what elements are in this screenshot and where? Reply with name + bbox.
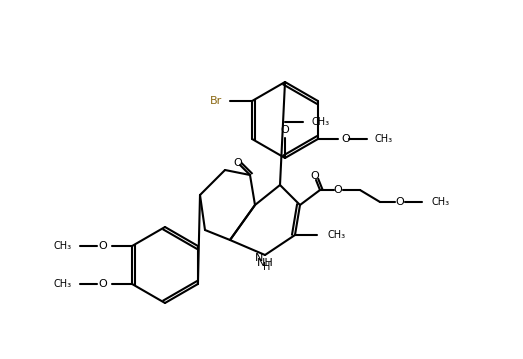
Text: CH₃: CH₃ bbox=[54, 241, 72, 251]
Text: O: O bbox=[281, 125, 289, 135]
Text: CH₃: CH₃ bbox=[54, 279, 72, 289]
Text: O: O bbox=[234, 158, 242, 168]
Text: CH₃: CH₃ bbox=[311, 117, 329, 127]
Text: CH₃: CH₃ bbox=[375, 134, 393, 144]
Text: O: O bbox=[311, 171, 320, 181]
Text: O: O bbox=[98, 241, 107, 251]
Text: N: N bbox=[255, 253, 263, 263]
Text: CH₃: CH₃ bbox=[432, 197, 450, 207]
Text: O: O bbox=[98, 279, 107, 289]
Text: NH: NH bbox=[257, 258, 274, 268]
Text: O: O bbox=[334, 185, 343, 195]
Text: O: O bbox=[341, 134, 350, 144]
Text: H: H bbox=[263, 262, 271, 272]
Text: CH₃: CH₃ bbox=[327, 230, 345, 240]
Text: O: O bbox=[395, 197, 404, 207]
Text: Br: Br bbox=[210, 96, 222, 106]
